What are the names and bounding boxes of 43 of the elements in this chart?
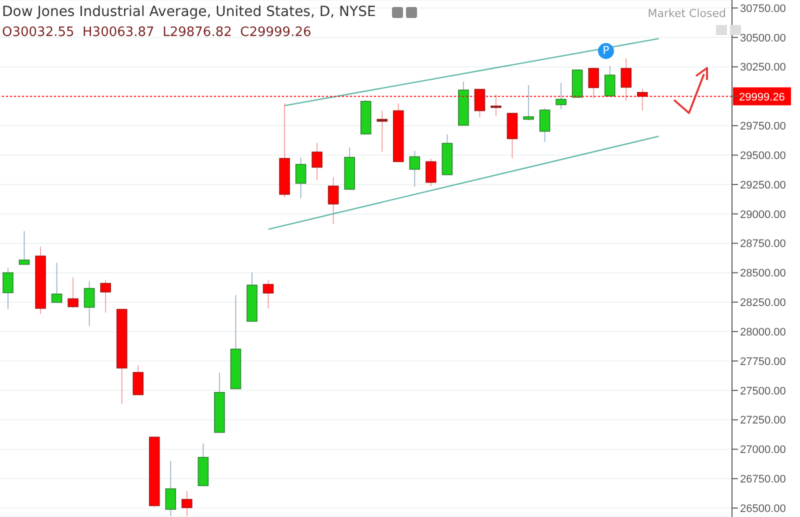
candlestick: [132, 364, 144, 396]
candlestick: [426, 158, 436, 187]
y-tick-label: 29250.00: [740, 179, 786, 192]
candlestick: [604, 66, 616, 98]
y-tick-label: 26750.00: [740, 474, 786, 486]
y-tick-label: 29000.00: [740, 208, 786, 221]
candlestick: [2, 267, 14, 310]
candlestick: [312, 142, 322, 181]
candlestick: [18, 230, 30, 265]
candlestick: [376, 110, 388, 152]
y-tick-label: 27750.00: [740, 356, 786, 368]
y-tick-label: 29500.00: [740, 150, 786, 162]
y-tick-label: 28750.00: [740, 238, 786, 250]
candlestick: [100, 280, 111, 314]
candlestick: [539, 108, 550, 142]
chart-title: Dow Jones Industrial Average, United States, D, NYSE: [2, 4, 376, 20]
candlestick: [262, 280, 274, 309]
annotation: Market Closed: [648, 7, 726, 20]
candlestick: [84, 280, 95, 327]
candlestick: [51, 262, 62, 303]
ref-line-label: 29999.26: [739, 91, 785, 104]
candlestick: [165, 460, 176, 517]
y-tick-label: 30500.00: [740, 32, 786, 44]
candlestick: [523, 84, 534, 121]
candlestick: [182, 490, 192, 517]
y-tick-label: 28000.00: [740, 326, 786, 338]
y-tick-label: 27500.00: [740, 385, 786, 398]
y-tick-label: 27250.00: [740, 414, 786, 427]
y-tick-label: 29750.00: [740, 120, 786, 133]
candlestick: [328, 176, 339, 225]
y-tick-label: 28500.00: [740, 268, 786, 280]
y-tick-label: 27000.00: [740, 444, 786, 456]
y-tick-label: 30750.00: [740, 2, 786, 15]
candlestick: [295, 156, 306, 199]
annotation: P: [598, 43, 614, 59]
candlestick: [490, 94, 502, 117]
candlestick: [409, 150, 420, 188]
y-tick-label: 30250.00: [740, 62, 786, 74]
y-tick-label: 26500.00: [740, 502, 786, 515]
candlestick: [68, 277, 78, 308]
text: O30032.55 H30063.87 L29876.82 C29999.26: [2, 25, 312, 40]
candlestick: [556, 82, 566, 110]
y-tick-label: 28250.00: [740, 297, 786, 310]
